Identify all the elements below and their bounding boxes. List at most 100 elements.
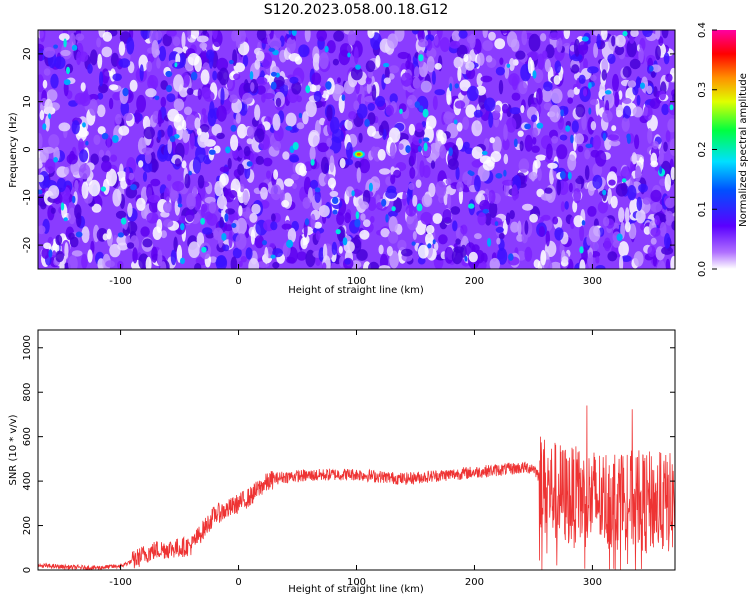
heatmap-cell <box>200 217 206 225</box>
heatmap-cell <box>269 37 282 51</box>
heatmap-cell <box>360 213 366 221</box>
heatmap-cell <box>194 117 201 130</box>
heatmap-cell <box>270 254 276 259</box>
heatmap-cell <box>635 76 641 89</box>
heatmap-cell <box>250 229 255 245</box>
heatmap-cell <box>88 93 99 101</box>
heatmap-cell <box>308 129 320 147</box>
heatmap-cell <box>246 138 253 145</box>
heatmap-cell <box>643 104 653 121</box>
heatmap-cell <box>484 213 492 226</box>
heatmap-cell <box>249 212 258 223</box>
heatmap-cell <box>449 83 453 92</box>
heatmap-cell <box>521 232 528 244</box>
heatmap-cell <box>397 51 410 60</box>
bottom-y-tick-label: 0 <box>22 567 33 573</box>
heatmap-cell <box>561 256 569 264</box>
heatmap-cell <box>663 141 668 152</box>
heatmap-cell <box>254 235 265 249</box>
heatmap-cell <box>350 66 363 81</box>
heatmap-cell <box>173 74 184 92</box>
heatmap-cell <box>406 94 418 109</box>
heatmap-cell <box>38 133 43 151</box>
heatmap-cell <box>524 123 531 130</box>
heatmap-cell <box>622 97 632 104</box>
heatmap-cell <box>418 105 424 112</box>
heatmap-cell <box>291 81 302 95</box>
heatmap-cell <box>333 30 345 42</box>
heatmap-cell <box>201 246 207 253</box>
heatmap-cell <box>579 259 586 269</box>
heatmap-cell <box>146 60 153 73</box>
bottom-y-tick-label: 600 <box>22 427 33 446</box>
heatmap-cell <box>342 237 348 246</box>
heatmap-cell <box>560 201 566 212</box>
heatmap-cell <box>451 144 459 161</box>
heatmap-cell <box>627 80 637 88</box>
heatmap-cell <box>368 261 380 269</box>
heatmap-cell <box>541 214 551 221</box>
heatmap-cell <box>669 104 674 111</box>
heatmap-cell <box>68 100 78 107</box>
heatmap-cell <box>612 73 619 92</box>
heatmap-cell <box>547 162 558 169</box>
heatmap-cell <box>207 108 217 127</box>
heatmap-cell <box>570 134 574 144</box>
heatmap-cell <box>316 30 327 42</box>
heatmap-cell <box>199 123 210 133</box>
heatmap-cell <box>44 98 53 115</box>
heatmap-cell <box>549 104 561 123</box>
bottom-y-axis-label: SNR (10 * v/v) <box>8 414 19 485</box>
heatmap-cell <box>52 250 57 258</box>
heatmap-cell <box>518 158 530 173</box>
heatmap-cell <box>587 66 599 74</box>
heatmap-cell <box>126 242 135 249</box>
heatmap-cell <box>74 179 79 192</box>
heatmap-cell <box>517 130 524 137</box>
heatmap-cell <box>545 44 555 59</box>
heatmap-cell <box>377 149 386 161</box>
heatmap-cell <box>326 137 333 147</box>
heatmap-cell <box>310 213 316 229</box>
heatmap-cell <box>200 204 206 218</box>
heatmap-cell <box>615 34 626 48</box>
heatmap-cell <box>85 140 89 146</box>
heatmap-cell <box>611 35 616 47</box>
heatmap-cell <box>346 142 353 160</box>
heatmap-cell <box>237 123 247 139</box>
heatmap-cell <box>592 174 603 189</box>
heatmap-cell <box>489 257 500 269</box>
heatmap-cell <box>375 55 381 68</box>
heatmap-cell <box>233 73 241 80</box>
heatmap-cell <box>614 91 620 108</box>
heatmap-cell <box>573 188 582 204</box>
heatmap-cell <box>587 206 597 217</box>
heatmap-cell <box>76 51 82 66</box>
heatmap-cell <box>98 149 105 158</box>
heatmap-cell <box>260 186 268 200</box>
heatmap-cell <box>324 45 329 53</box>
heatmap-cell <box>209 256 218 263</box>
heatmap-cell <box>367 30 375 39</box>
heatmap-cell <box>381 73 386 90</box>
heatmap-cell <box>203 114 208 124</box>
heatmap-cell <box>430 160 436 169</box>
heatmap-cell <box>383 62 390 68</box>
heatmap-cell <box>219 166 230 173</box>
heatmap-cell <box>71 44 78 51</box>
bottom-x-tick-label: 200 <box>465 577 484 588</box>
heatmap-cell <box>632 106 643 118</box>
heatmap-cell <box>249 71 254 80</box>
heatmap-cell <box>254 104 261 121</box>
heatmap-cell <box>314 187 321 193</box>
heatmap-cell <box>465 104 477 118</box>
heatmap-cell <box>142 238 153 248</box>
heatmap-cell <box>222 244 230 252</box>
heatmap-cell <box>647 127 653 144</box>
heatmap-cell <box>611 125 617 132</box>
heatmap-cell <box>482 30 488 38</box>
heatmap-cell <box>438 234 448 245</box>
heatmap-cell <box>48 113 52 119</box>
heatmap-cell <box>302 111 309 125</box>
heatmap-cell <box>79 92 91 107</box>
